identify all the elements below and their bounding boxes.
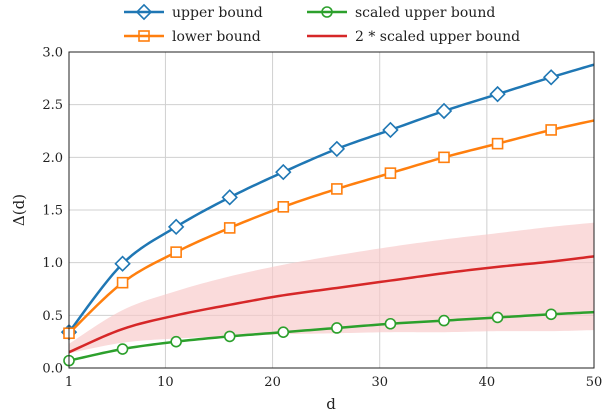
point-upper-bound (328, 140, 346, 158)
plot-area: 1 10 20 30 40 50 0.0 0.5 1.0 1.5 2.0 2.5 3.0 (42, 46, 602, 391)
point-lower-bound (384, 167, 397, 179)
x-axis-label: d (326, 395, 336, 413)
point-upper-bound (489, 85, 506, 103)
point-lower-bound (277, 201, 290, 213)
point-scaled-upper-bound (223, 330, 236, 343)
line-2-x-scaled-upper-bound (68, 255, 595, 354)
legend-label-upper-bound: upper bound (172, 5, 263, 21)
point-scaled-upper-bound (491, 311, 504, 324)
legend-entry-scaled-upper-bound: scaled upper bound (307, 5, 495, 21)
point-upper-bound (382, 121, 399, 139)
point-upper-bound (435, 102, 453, 120)
point-scaled-upper-bound (438, 314, 450, 327)
point-scaled-upper-bound (331, 322, 343, 334)
point-scaled-upper-bound (116, 343, 129, 355)
legend: upper bound lower bound scaled upper bou… (124, 3, 520, 45)
circle-marker-icon (321, 6, 333, 18)
point-lower-bound (545, 124, 557, 136)
point-upper-bound (114, 255, 131, 272)
point-lower-bound (170, 246, 182, 258)
y-tick-label: 0.0 (42, 362, 63, 377)
point-lower-bound (223, 222, 236, 234)
point-lower-bound (438, 151, 450, 164)
point-scaled-upper-bound (384, 317, 397, 330)
legend-label-scaled-upper-bound: scaled upper bound (355, 5, 495, 21)
legend-entry-lower-bound: lower bound (124, 29, 261, 45)
point-upper-bound (542, 69, 560, 86)
x-tick-label: 30 (371, 375, 388, 390)
x-tick-labels: 1 10 20 30 40 50 (65, 375, 602, 390)
x-tick-label: 10 (157, 375, 174, 390)
legend-entry-upper-bound: upper bound (124, 3, 263, 21)
plot-frame (68, 51, 595, 369)
legend-entry-2x-scaled-upper-bound: 2 * scaled upper bound (307, 29, 520, 45)
y-tick-label: 3.0 (42, 46, 63, 61)
point-scaled-upper-bound (170, 335, 182, 348)
y-tick-label: 2.5 (42, 98, 63, 113)
point-upper-bound (275, 163, 292, 181)
point-scaled-upper-bound (277, 326, 290, 338)
y-tick-label: 1.5 (42, 204, 63, 219)
diamond-marker-icon (135, 3, 153, 21)
square-marker-icon (138, 30, 150, 42)
x-tick-label: 40 (479, 375, 496, 390)
x-tick-label: 50 (586, 375, 603, 390)
y-tick-label: 1.0 (42, 256, 63, 271)
point-upper-bound (221, 189, 238, 206)
y-tick-label: 0.5 (42, 309, 63, 324)
point-upper-bound (167, 218, 185, 236)
x-tick-label: 1 (65, 375, 73, 390)
point-lower-bound (491, 137, 504, 150)
y-tick-label: 2.0 (42, 151, 63, 166)
y-axis-label: Δ(d) (10, 194, 28, 226)
point-lower-bound (116, 276, 129, 289)
point-lower-bound (331, 183, 343, 195)
x-tick-label: 20 (264, 375, 281, 390)
series-markers (60, 69, 560, 367)
legend-label-2x-scaled-upper-bound: 2 * scaled upper bound (355, 29, 520, 45)
y-tick-labels: 0.0 0.5 1.0 1.5 2.0 2.5 3.0 (42, 46, 63, 377)
legend-label-lower-bound: lower bound (172, 29, 261, 45)
point-scaled-upper-bound (545, 308, 557, 321)
